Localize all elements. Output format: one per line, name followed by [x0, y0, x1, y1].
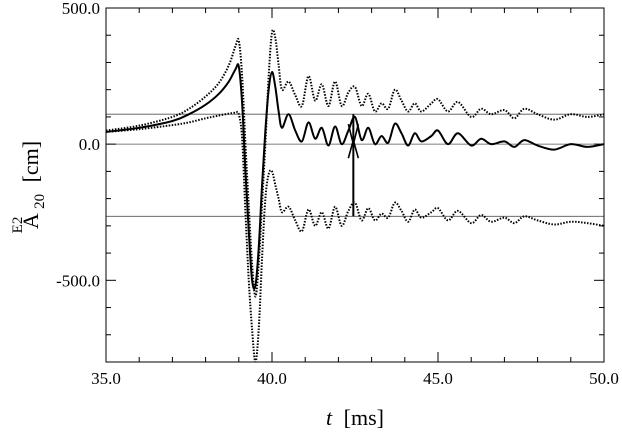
y-tick-label-0: 500.0	[62, 0, 100, 18]
x-tick-label-1: 40.0	[257, 369, 287, 388]
error-bar-arrow-down	[347, 123, 360, 145]
error-bar-layer	[347, 114, 360, 217]
svg-text:A 20 [cm]: A 20 [cm]	[18, 141, 49, 229]
x-tick-label-0: 35.0	[91, 369, 121, 388]
tick-labels-layer: 35.0 40.0 45.0 50.0 500.0 0.0 -500.0	[56, 0, 619, 388]
x-tick-label-3: 50.0	[589, 369, 619, 388]
series-line-1-dotted	[106, 28, 604, 298]
y-axis-label-unit: [cm]	[18, 141, 43, 183]
plot-frame	[105, 7, 605, 363]
error-bar-arrow-up	[347, 137, 360, 159]
y-tick-label-2: -500.0	[56, 271, 100, 290]
series-line-0-solid	[106, 63, 604, 290]
reference-lines	[106, 113, 604, 217]
x-tick-label-2: 45.0	[423, 369, 453, 388]
y-axis-label-subscript: 20	[32, 194, 48, 209]
series-line-2-dotted	[106, 110, 604, 362]
x-axis-label: t [ms]	[326, 405, 384, 430]
y-axis-label: A 20 [cm] E2	[10, 141, 49, 234]
y-axis-label-superscript: E2	[10, 217, 26, 234]
x-axis-label-symbol: t	[326, 405, 333, 430]
y-axis-label-base: A	[18, 213, 43, 229]
series-layer	[106, 28, 604, 362]
x-axis-label-unit: [ms]	[344, 405, 384, 430]
ticks-layer	[105, 7, 605, 363]
y-tick-label-1: 0.0	[79, 135, 100, 154]
